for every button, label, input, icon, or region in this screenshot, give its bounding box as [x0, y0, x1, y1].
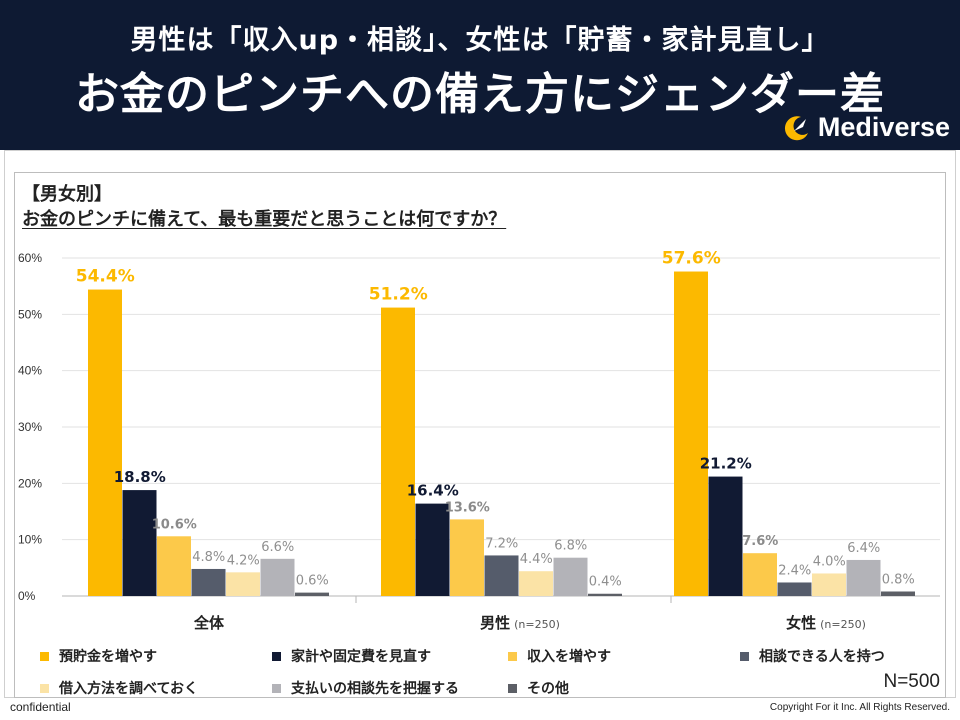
question-text: お金のピンチに備えて、最も重要だと思うことは何ですか？: [22, 209, 507, 230]
chart-frame: [14, 172, 946, 698]
data-label: 7.2%: [485, 536, 518, 551]
category-label: 全体: [193, 614, 225, 632]
category-name: 全体: [193, 614, 225, 632]
legend-item: 預貯金を増やす: [40, 646, 157, 666]
data-label: 4.2%: [227, 553, 260, 568]
data-label: 16.4%: [407, 482, 459, 500]
header-title: お金のピンチへの備え方にジェンダー差: [75, 69, 885, 120]
legend-label: 預貯金を増やす: [59, 649, 157, 665]
data-label: 10.6%: [152, 517, 197, 532]
legend-item: 家計や固定費を見直す: [272, 646, 431, 666]
legend-label: 支払いの相談先を把握する: [291, 681, 459, 697]
legend-label: 家計や固定費を見直す: [291, 649, 431, 665]
confidential-label: confidential: [10, 700, 71, 714]
bar: [674, 271, 708, 596]
bar: [846, 559, 881, 596]
data-label: 4.4%: [520, 552, 553, 567]
legend-label: 収入を増やす: [527, 649, 611, 665]
bar: [226, 572, 260, 596]
bar: [484, 555, 519, 596]
bar: [157, 536, 191, 596]
bar: [450, 519, 484, 596]
category-name: 女性: [786, 614, 816, 632]
legend-swatch: [740, 651, 749, 661]
bar: [708, 476, 743, 596]
legend-item: 収入を増やす: [508, 646, 611, 666]
legend-item: 相談できる人を持つ: [740, 646, 885, 666]
bar: [122, 490, 157, 596]
header-subtitle: 男性は「収入up・相談」、女性は「貯蓄・家計見直し」: [130, 25, 830, 56]
header-banner: 男性は「収入up・相談」、女性は「貯蓄・家計見直し」 お金のピンチへの備え方にジ…: [0, 0, 960, 150]
data-label: 0.6%: [296, 574, 329, 589]
data-label: 0.8%: [882, 572, 915, 587]
legend-label: 借入方法を調べておく: [59, 681, 199, 697]
legend-label: 相談できる人を持つ: [759, 649, 885, 665]
legend-swatch: [40, 683, 49, 693]
category-note: (n=250): [514, 618, 560, 631]
data-label: 51.2%: [369, 285, 428, 305]
legend-swatch: [272, 651, 281, 661]
legend-swatch: [508, 683, 517, 693]
copyright-text: Copyright For it Inc. All Rights Reserve…: [769, 702, 950, 713]
data-label: 18.8%: [114, 468, 166, 486]
category-label: 女性 (n=250): [786, 614, 866, 632]
legend-item: 借入方法を調べておく: [40, 678, 198, 698]
bar: [777, 582, 812, 596]
y-tick-label: 10%: [18, 533, 42, 547]
legend-swatch: [272, 683, 281, 693]
y-tick-label: 60%: [18, 251, 42, 265]
content-panel: [4, 150, 956, 698]
data-label: 4.8%: [192, 550, 225, 565]
y-tick-label: 50%: [18, 307, 42, 321]
y-tick-label: 40%: [18, 364, 42, 378]
moon-rocket-icon: [784, 115, 808, 140]
data-label: 21.2%: [700, 455, 752, 473]
bar: [743, 553, 777, 596]
data-label: 6.4%: [847, 541, 880, 556]
bar: [191, 568, 226, 596]
bar: [588, 593, 622, 596]
y-tick-label: 0%: [18, 589, 36, 603]
data-label: 0.4%: [589, 575, 622, 590]
legend-label: その他: [527, 681, 569, 697]
legend-item: その他: [508, 678, 569, 698]
category-name: 男性: [480, 614, 510, 632]
data-label: 6.8%: [554, 539, 587, 554]
category-label: 男性 (n=250): [480, 614, 560, 632]
question-tag: 【男女別】: [22, 184, 112, 205]
bar: [415, 503, 450, 596]
legend-item: 支払いの相談先を把握する: [272, 678, 459, 698]
bar: [260, 558, 295, 596]
bar: [553, 557, 588, 596]
y-tick-label: 20%: [18, 476, 42, 490]
data-label: 57.6%: [662, 249, 721, 269]
data-label: 54.4%: [76, 267, 135, 287]
legend-swatch: [40, 651, 49, 661]
legend-swatch: [508, 651, 517, 661]
data-label: 6.6%: [261, 540, 294, 555]
data-label: 4.0%: [813, 554, 846, 569]
sample-size: N=500: [883, 671, 940, 692]
data-label: 7.6%: [742, 534, 778, 549]
brand-logo: Mediverse: [782, 112, 950, 143]
bar: [519, 571, 553, 596]
bar: [881, 591, 915, 596]
brand-name: Mediverse: [817, 112, 950, 142]
bar: [381, 307, 415, 596]
y-tick-label: 30%: [18, 420, 42, 434]
data-label: 13.6%: [445, 500, 490, 515]
bar: [812, 573, 846, 596]
category-note: (n=250): [820, 618, 866, 631]
bar: [295, 592, 329, 596]
bar: [88, 289, 122, 596]
data-label: 2.4%: [778, 563, 811, 578]
